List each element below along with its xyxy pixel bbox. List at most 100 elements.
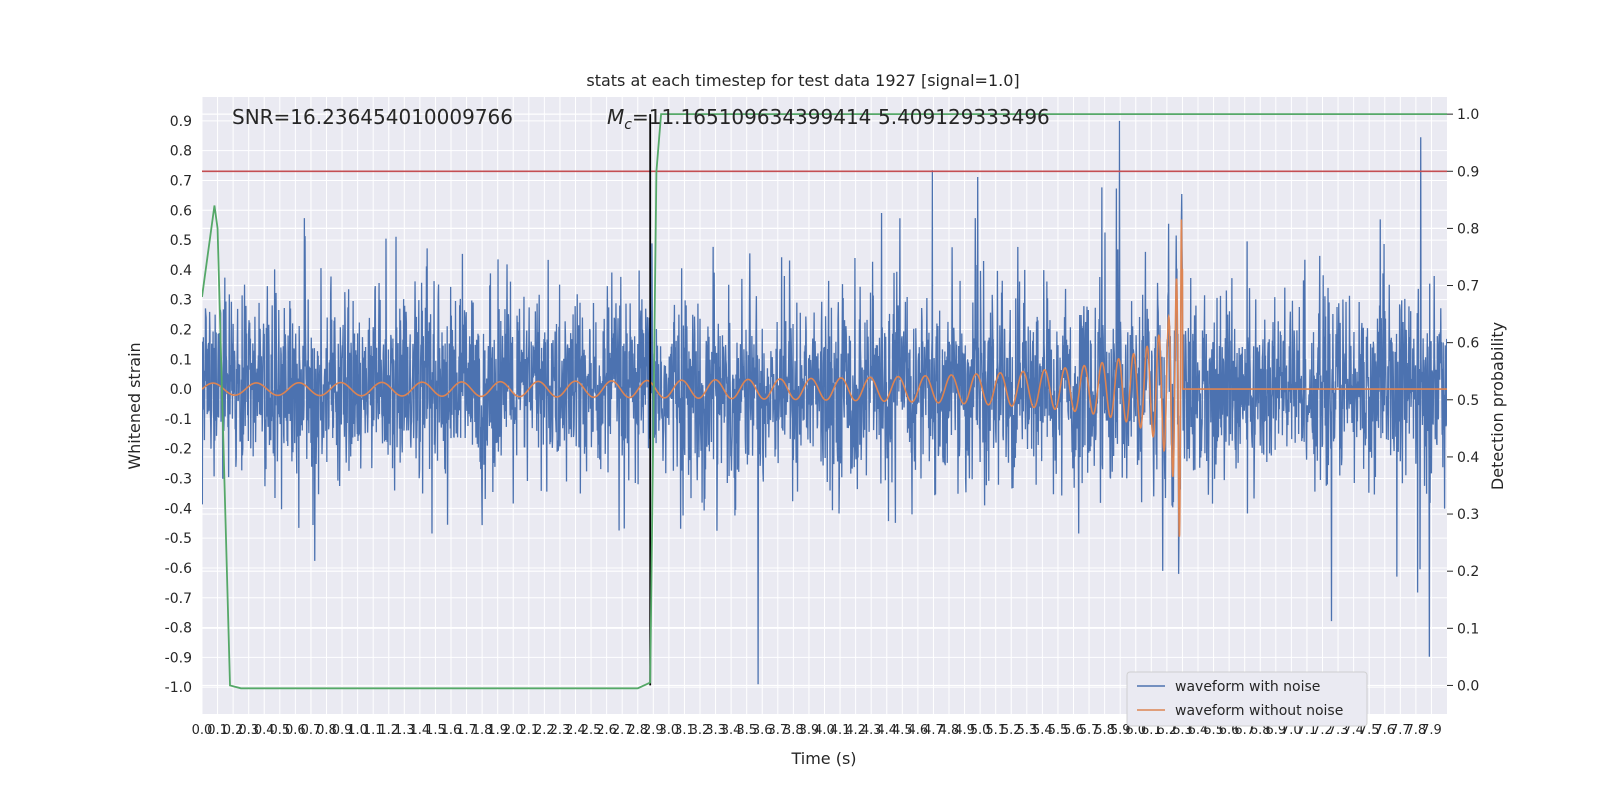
y-tick-label: 0.0: [170, 382, 192, 398]
x-tick-label: 2.1: [518, 723, 539, 738]
y-tick-label: -0.3: [165, 472, 192, 488]
y-tick-label: -0.4: [165, 501, 192, 517]
x-tick-label: 1.7: [456, 723, 477, 738]
x-tick-label: 2.0: [503, 723, 524, 738]
y2-tick-label: 0.7: [1457, 279, 1479, 295]
x-tick-label: 2.4: [565, 723, 586, 738]
y-tick-label: 0.1: [170, 352, 192, 368]
series-detection-probability: [202, 113, 1447, 690]
x-tick-label: 0.5: [269, 723, 290, 738]
legend-label-noise: waveform with noise: [1175, 679, 1320, 695]
x-axis-label: Time (s): [790, 749, 856, 768]
x-tick-label: 7.9: [1421, 723, 1442, 738]
x-tick-label: 4.7: [923, 723, 944, 738]
x-tick-label: 2.6: [596, 723, 617, 738]
y-tick-label: 0.6: [170, 203, 192, 219]
chirp-mass-subscript: c: [624, 117, 632, 133]
x-tick-label: 1.5: [425, 723, 446, 738]
y-tick-label: 0.7: [170, 173, 192, 189]
chart-title: stats at each timestep for test data 192…: [586, 71, 1019, 90]
legend-box: [1126, 671, 1368, 727]
x-tick-label: 7.4: [1343, 723, 1364, 738]
x-tick-label: 5.5: [1048, 723, 1069, 738]
x-tick-label: 7.6: [1374, 723, 1395, 738]
x-tick-label: 5.4: [1032, 723, 1053, 738]
y2-tick-label: 0.1: [1457, 621, 1479, 637]
legend: waveform with noise waveform without noi…: [1126, 671, 1368, 727]
x-tick-label: 4.2: [845, 723, 866, 738]
y-tick-label: 0.9: [170, 114, 192, 130]
y-tick-label: 0.3: [170, 293, 192, 309]
y-tick-label: -0.9: [165, 650, 192, 666]
x-tick-label: 6.4: [1188, 723, 1209, 738]
x-tick-label: 6.5: [1203, 723, 1224, 738]
y-axis-label: Whitened strain: [125, 342, 144, 469]
y2-tick-labels: 1.0 0.9 0.8 0.7 0.6 0.5 0.4 0.3 0.2 0.1 0.0: [1447, 107, 1479, 694]
x-tick-label: 5.7: [1079, 723, 1100, 738]
y2-axis-label: Detection probability: [1488, 322, 1507, 490]
x-tick-label: 7.3: [1328, 723, 1349, 738]
x-tick-label: 7.0: [1281, 723, 1302, 738]
x-tick-label: 0.8: [316, 723, 337, 738]
x-tick-label: 2.9: [643, 723, 664, 738]
y-tick-label: 0.5: [170, 233, 192, 249]
y2-tick-label: 0.8: [1457, 221, 1479, 237]
x-tick-label: 4.4: [876, 723, 897, 738]
x-tick-label: 1.3: [394, 723, 415, 738]
x-tick-label: 6.0: [1125, 723, 1146, 738]
x-tick-label: 4.8: [939, 723, 960, 738]
x-tick-label: 6.3: [1172, 723, 1193, 738]
x-tick-label: 6.6: [1219, 723, 1240, 738]
x-tick-label: 2.7: [612, 723, 633, 738]
x-tick-label: 2.3: [550, 723, 571, 738]
y2-tick-label: 0.5: [1457, 393, 1479, 409]
x-tick-label: 3.2: [690, 723, 711, 738]
x-tick-label: 1.0: [347, 723, 368, 738]
x-tick-label: 7.7: [1390, 723, 1411, 738]
x-tick-label: 1.9: [487, 723, 508, 738]
x-tick-labels: 0.00.10.20.30.40.50.60.70.80.91.01.11.21…: [192, 723, 1442, 738]
y2-tick-label: 1.0: [1457, 107, 1479, 123]
x-tick-label: 6.2: [1157, 723, 1178, 738]
x-tick-label: 1.1: [363, 723, 384, 738]
x-tick-label: 2.2: [534, 723, 555, 738]
x-tick-label: 5.1: [985, 723, 1006, 738]
y-tick-label: 0.2: [170, 322, 192, 338]
x-tick-label: 3.6: [752, 723, 773, 738]
x-tick-label: 3.5: [736, 723, 757, 738]
x-tick-label: 0.7: [301, 723, 322, 738]
x-tick-label: 4.0: [814, 723, 835, 738]
x-tick-label: 3.8: [783, 723, 804, 738]
x-tick-label: 0.2: [223, 723, 244, 738]
x-tick-label: 5.8: [1094, 723, 1115, 738]
x-tick-label: 0.4: [254, 723, 275, 738]
x-tick-label: 2.5: [581, 723, 602, 738]
x-tick-label: 0.0: [192, 723, 213, 738]
y-tick-label: -1.0: [165, 680, 192, 696]
x-tick-label: 6.8: [1250, 723, 1271, 738]
x-tick-label: 3.3: [705, 723, 726, 738]
y2-tick-label: 0.3: [1457, 507, 1479, 523]
y-tick-label: -0.6: [165, 561, 192, 577]
chirp-mass-annotation: Mc=11.165109634399414: [607, 105, 871, 133]
series-waveform-with-noise: [202, 120, 1447, 685]
chirp-mass-symbol: M: [607, 105, 624, 129]
x-tick-label: 1.8: [472, 723, 493, 738]
x-tick-label: 4.3: [861, 723, 882, 738]
x-tick-label: 0.6: [285, 723, 306, 738]
y-tick-label: -0.5: [165, 531, 192, 547]
x-tick-label: 5.9: [1110, 723, 1131, 738]
y-tick-label: -0.1: [165, 412, 192, 428]
x-tick-label: 4.6: [908, 723, 929, 738]
x-tick-label: 3.1: [674, 723, 695, 738]
y-tick-label: -0.2: [165, 442, 192, 458]
y2-tick-label: 0.0: [1457, 678, 1479, 694]
y-tick-label: -0.7: [165, 591, 192, 607]
x-tick-label: 4.5: [892, 723, 913, 738]
x-tick-label: 3.4: [721, 723, 742, 738]
y2-tick-label: 0.4: [1457, 450, 1479, 466]
x-tick-label: 5.0: [970, 723, 991, 738]
series-waveform-without-noise: [202, 219, 1447, 537]
x-tick-label: 7.8: [1406, 723, 1427, 738]
legend-label-clean: waveform without noise: [1175, 703, 1343, 719]
